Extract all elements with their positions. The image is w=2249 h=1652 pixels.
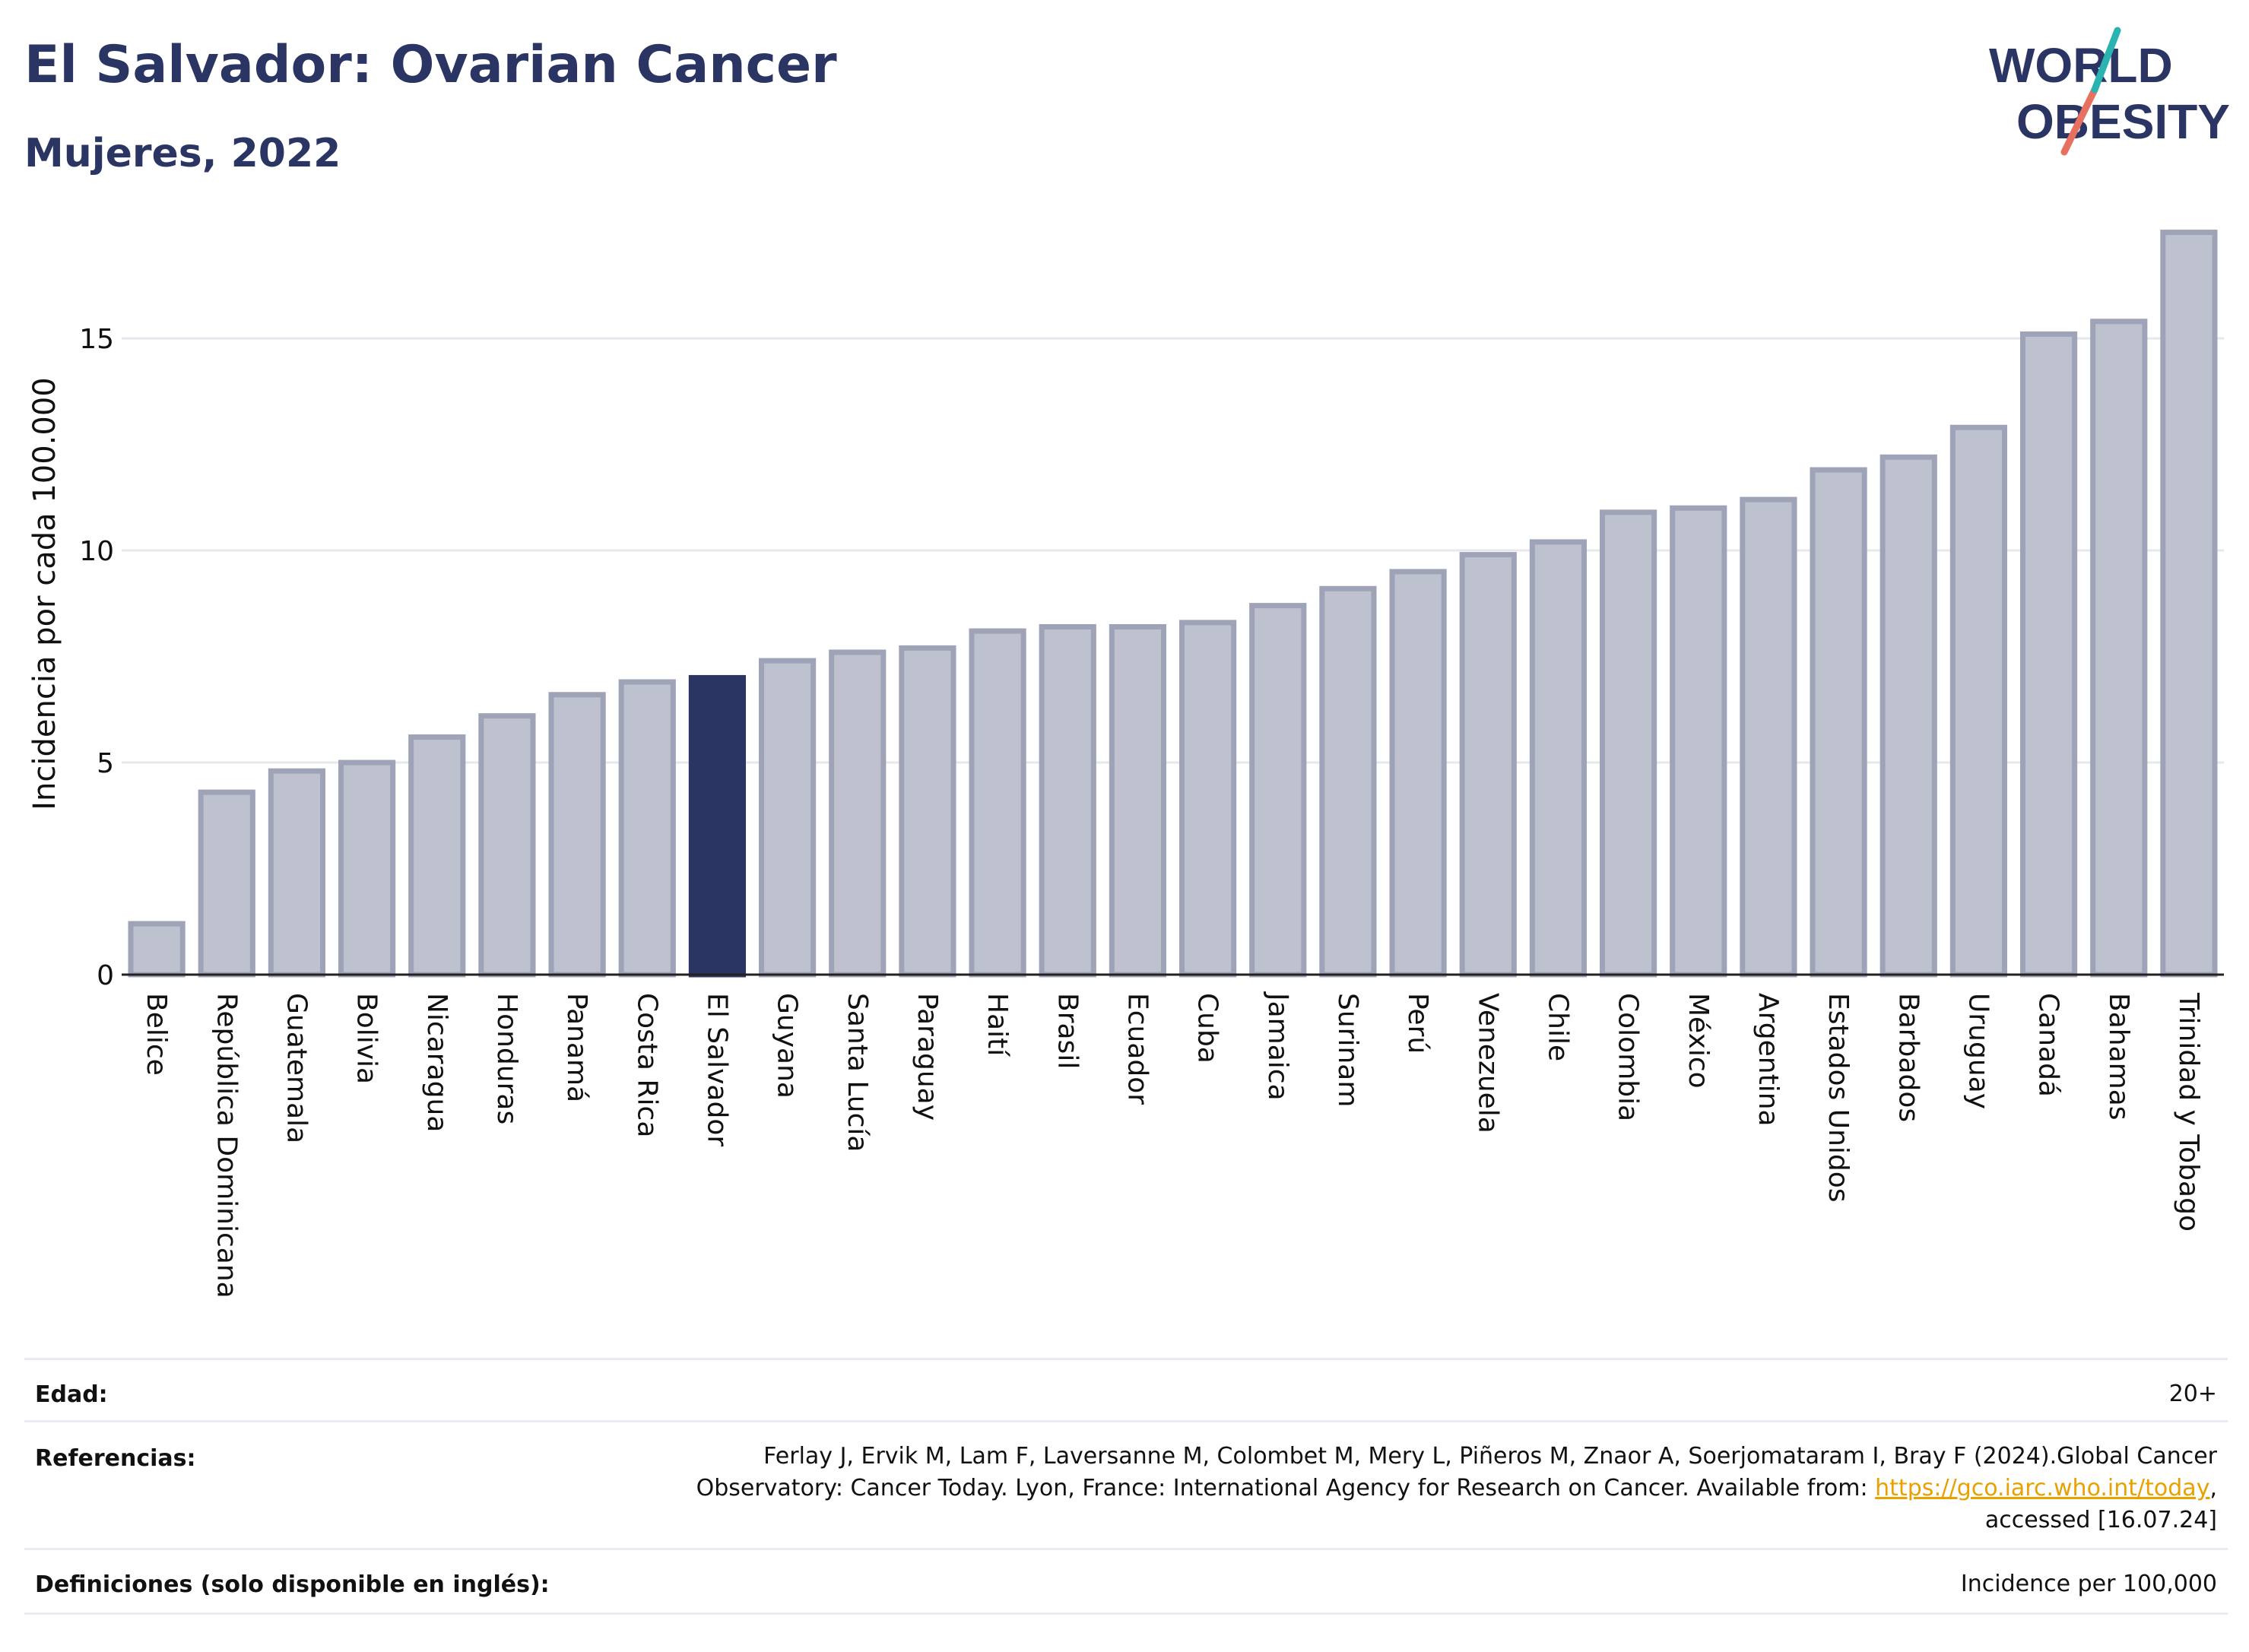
references-line-2-end: ,	[2209, 1475, 2217, 1501]
bar	[2160, 230, 2218, 978]
x-tick-label: Guatemala	[281, 993, 312, 1143]
references-line-3: accessed [16.07.24]	[1984, 1507, 2217, 1533]
bar	[1178, 620, 1237, 978]
bar	[1599, 509, 1657, 978]
x-tick-label: Bahamas	[2103, 993, 2134, 1121]
x-tick-label: Jamaica	[1262, 991, 1293, 1101]
x-tick-label: República Dominicana	[211, 993, 242, 1298]
x-tick-label: Paraguay	[912, 993, 943, 1121]
bar	[1039, 623, 1096, 978]
bar	[618, 679, 676, 978]
bar	[1670, 505, 1727, 978]
bar	[1389, 569, 1447, 978]
x-tick-label: Belice	[141, 993, 172, 1076]
references-line-2-text: Observatory: Cancer Today. Lyon, France:…	[696, 1475, 1876, 1501]
bar	[268, 768, 326, 978]
x-tick-label: Trinidad y Tobago	[2173, 992, 2204, 1232]
bar	[548, 692, 606, 978]
bar	[688, 674, 747, 978]
y-tick-label: 15	[79, 324, 114, 355]
bar	[128, 921, 186, 978]
references-label: Referencias:	[35, 1445, 196, 1472]
bar	[1879, 454, 1937, 978]
bar	[1740, 496, 1797, 978]
references-text: Ferlay J, Ervik M, Lam F, Laversanne M, …	[696, 1441, 2217, 1536]
bar	[1109, 623, 1167, 978]
x-tick-label: Guyana	[772, 993, 803, 1099]
references-link[interactable]: https://gco.iarc.who.int/today	[1875, 1475, 2210, 1501]
x-tick-label: Brasil	[1052, 993, 1083, 1069]
meta-row-references: Referencias: Ferlay J, Ervik M, Lam F, L…	[24, 1420, 2228, 1550]
bar	[969, 628, 1026, 978]
bar	[408, 734, 466, 978]
definitions-label: Definiciones (solo disponible en inglés)…	[35, 1571, 550, 1598]
x-tick-label: Costa Rica	[631, 993, 662, 1137]
x-tick-label: Haití	[982, 993, 1013, 1057]
references-line-1: Ferlay J, Ervik M, Lam F, Laversanne M, …	[763, 1443, 2217, 1470]
bar	[1810, 467, 1867, 978]
y-axis-label: Incidencia por cada 100.000	[27, 377, 62, 810]
logo-slash-coral	[2060, 86, 2098, 156]
references-line-2: Observatory: Cancer Today. Lyon, France:…	[696, 1473, 2217, 1505]
x-tick-label: Surinam	[1332, 993, 1363, 1107]
bar	[1319, 585, 1377, 978]
x-tick-label: Nicaragua	[421, 993, 452, 1132]
bar	[1249, 603, 1307, 978]
bar	[1459, 552, 1517, 978]
age-label: Edad:	[35, 1381, 108, 1408]
logo-word-2: OBESITY	[2016, 94, 2230, 149]
logo-word-1: WORLD	[1989, 38, 2173, 93]
chart-subtitle: Mujeres, 2022	[24, 131, 341, 176]
y-tick-label: 5	[97, 748, 114, 779]
x-tick-label: Perú	[1402, 993, 1433, 1054]
bar	[2090, 319, 2148, 978]
meta-row-age: Edad: 20+	[24, 1358, 2228, 1422]
bar	[758, 658, 817, 978]
x-tick-label: Chile	[1542, 993, 1573, 1061]
x-tick-label: Honduras	[491, 993, 522, 1124]
logo-slash-teal	[2091, 27, 2121, 94]
definitions-value: Incidence per 100,000	[1960, 1571, 2217, 1597]
x-tick-label: Santa Lucía	[842, 993, 873, 1152]
x-tick-label: El Salvador	[701, 993, 732, 1146]
bar	[478, 713, 536, 978]
bar-chart: 0 5 10 15 Incidencia por cada 100.000 Belice R…	[27, 230, 2224, 1298]
x-tick-label: Cuba	[1192, 993, 1223, 1064]
x-tick-label: Argentina	[1753, 993, 1784, 1127]
x-tick-label: Canadá	[2033, 993, 2064, 1097]
bar	[1529, 539, 1588, 978]
bar	[338, 759, 396, 978]
y-tick-label: 0	[97, 960, 114, 991]
x-tick-label: Barbados	[1892, 993, 1924, 1122]
meta-row-definitions: Definiciones (solo disponible en inglés)…	[24, 1548, 2228, 1615]
x-tick-label: Uruguay	[1962, 993, 1994, 1109]
x-tick-label: Panamá	[561, 993, 592, 1102]
y-tick-label: 10	[79, 536, 114, 567]
bar	[829, 649, 887, 978]
chart-title: El Salvador: Ovarian Cancer	[24, 35, 837, 95]
x-tick-label: Colombia	[1613, 993, 1644, 1121]
bar	[2019, 331, 2078, 978]
x-tick-label: Estados Unidos	[1822, 993, 1854, 1203]
bar	[198, 789, 255, 978]
age-value: 20+	[2168, 1381, 2217, 1407]
world-obesity-logo: WORLD OBESITY	[1989, 27, 2230, 156]
x-tick-label: México	[1683, 993, 1714, 1089]
x-tick-label: Ecuador	[1121, 993, 1153, 1105]
x-tick-label: Bolivia	[351, 993, 382, 1084]
bar	[1949, 424, 2008, 978]
bar	[899, 645, 956, 978]
x-tick-label: Venezuela	[1472, 993, 1503, 1134]
